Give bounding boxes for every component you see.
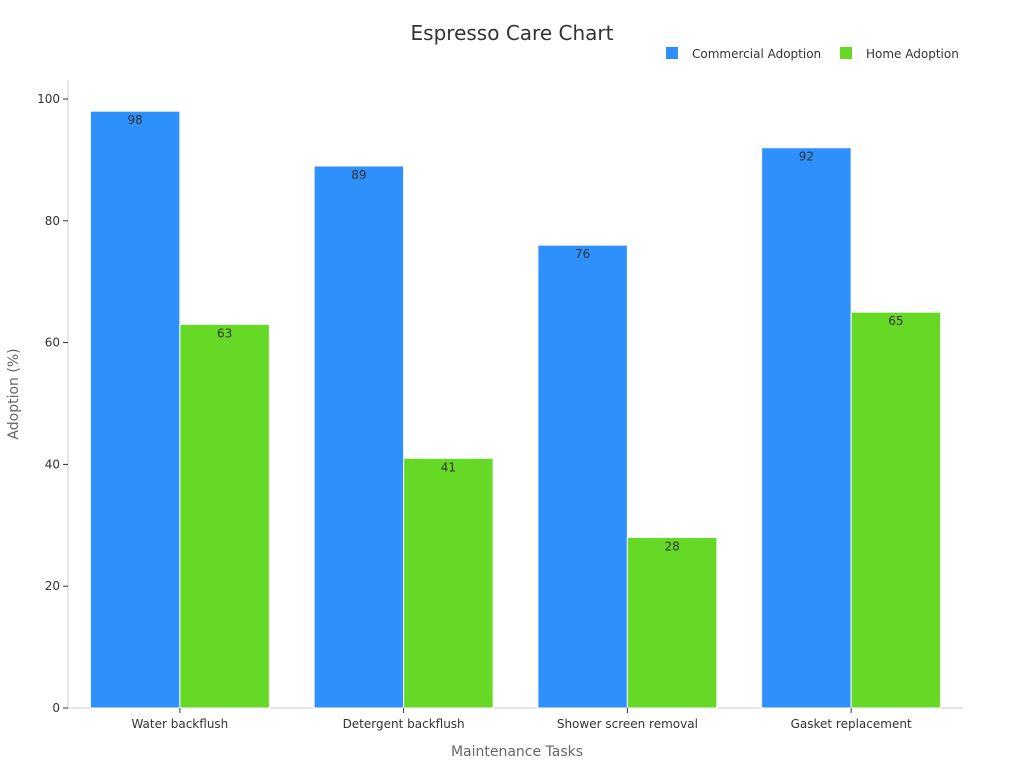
legend: Commercial Adoption Home Adoption [666,47,959,61]
bar[interactable] [626,536,718,709]
bar-value-label: 63 [217,326,232,340]
bar-value-label: 89 [351,168,366,182]
x-axis-ticks: Water backflush Detergent backflush Shower… [131,708,912,731]
x-tick-label: Detergent backflush [343,717,465,731]
y-tick-label: 60 [45,336,60,350]
x-tick-label: Shower screen removal [557,717,698,731]
legend-label[interactable]: Commercial Adoption [692,47,821,61]
x-axis-label: Maintenance Tasks [451,744,583,760]
bar-value-label: 98 [127,113,142,127]
bar[interactable] [89,110,181,709]
bar-value-label: 92 [799,150,814,164]
bar[interactable] [313,165,405,709]
bar-value-label: 76 [575,247,590,261]
bar-value-label: 41 [441,460,456,474]
y-tick-label: 20 [45,579,60,593]
y-axis-ticks: 0 20 40 60 80 100 [37,92,68,715]
y-tick-label: 100 [37,92,60,106]
legend-label[interactable]: Home Adoption [866,47,959,61]
bar-value-label: 65 [888,314,903,328]
bar[interactable] [403,457,494,709]
bar[interactable] [761,147,852,709]
bar[interactable] [179,323,270,709]
legend-swatch[interactable] [666,47,678,59]
y-tick-label: 40 [45,457,60,471]
x-tick-label: Gasket replacement [791,717,912,731]
y-tick-label: 80 [45,214,60,228]
bars [89,110,942,709]
bar[interactable] [850,311,942,709]
legend-swatch[interactable] [840,47,852,59]
bar[interactable] [537,244,628,709]
bar-labels: 98 63 89 41 76 28 92 65 [127,113,903,553]
plot-area: 0 20 40 60 80 100 98 63 89 41 76 28 92 65 Water back… [37,80,963,731]
chart-title: Espresso Care Chart [411,21,614,45]
x-tick-label: Water backflush [131,717,228,731]
y-tick-label: 0 [52,701,60,715]
bar-value-label: 28 [664,539,679,553]
y-axis-label: Adoption (%) [6,348,22,439]
